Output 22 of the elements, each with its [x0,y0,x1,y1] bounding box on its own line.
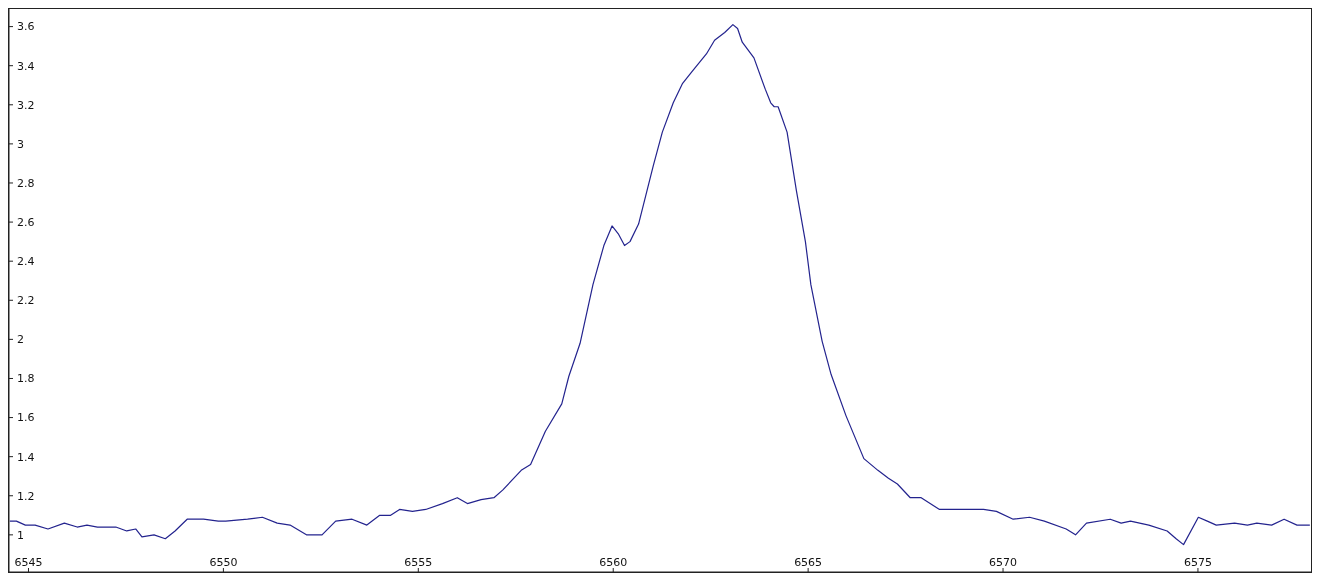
line-series [9,24,1311,546]
y-tick-label: 2 [17,333,24,347]
y-tick-label: 3 [17,137,24,151]
y-tick-label: 1.4 [17,450,35,464]
y-tick-label: 2.6 [17,215,35,229]
y-tick-label: 1 [17,528,24,542]
y-tick-label: 3.2 [17,98,35,112]
y-tick-label: 1.8 [17,372,35,386]
y-tick-label: 2.4 [17,255,35,269]
x-tick-label: 6550 [209,556,238,569]
x-tick-label: 6565 [794,556,823,569]
x-tick-label: 6570 [989,556,1018,569]
y-tick-label: 1.2 [17,489,35,503]
x-tick-label: 6575 [1183,556,1212,569]
y-tick-label: 2.8 [17,176,35,190]
y-tick-label: 2.2 [17,294,35,308]
y-tick-label: 1.6 [17,411,35,425]
x-tick-label: 6560 [599,556,628,569]
y-tick-label: 3.4 [17,59,35,73]
x-tick-label: 6545 [14,556,43,569]
x-tick-label: 6555 [404,556,433,569]
y-tick-label: 3.6 [17,20,35,34]
